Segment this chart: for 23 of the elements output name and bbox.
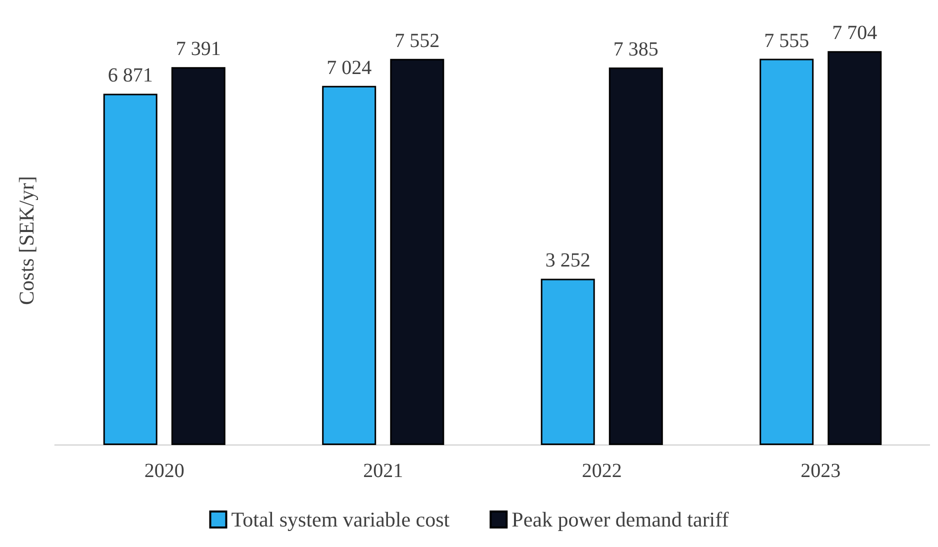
data-label: 7 552: [394, 30, 440, 52]
bar: [760, 58, 814, 445]
bar: [103, 94, 158, 445]
x-tick-label: 2023: [800, 460, 841, 482]
bar: [540, 278, 595, 445]
bar: [322, 86, 376, 445]
legend-label: Peak power demand tariff: [512, 508, 729, 532]
y-axis-title: Costs [SEK/yr]: [14, 176, 38, 305]
data-label: 7 385: [613, 38, 658, 60]
bar: [390, 58, 444, 445]
bar: [828, 51, 882, 445]
data-label: 3 252: [545, 250, 590, 272]
data-label: 6 871: [108, 64, 153, 87]
data-label: 7 024: [326, 56, 372, 79]
x-tick-label: 2021: [363, 460, 404, 482]
data-label: 7 391: [176, 38, 221, 60]
data-label: 7 555: [764, 30, 810, 52]
bar: [171, 67, 226, 445]
x-tick-label: 2020: [144, 460, 184, 482]
legend-label: Total system variable cost: [231, 508, 450, 532]
data-label: 7 704: [832, 22, 878, 44]
x-tick-label: 2022: [582, 460, 622, 482]
bar: [608, 67, 663, 445]
